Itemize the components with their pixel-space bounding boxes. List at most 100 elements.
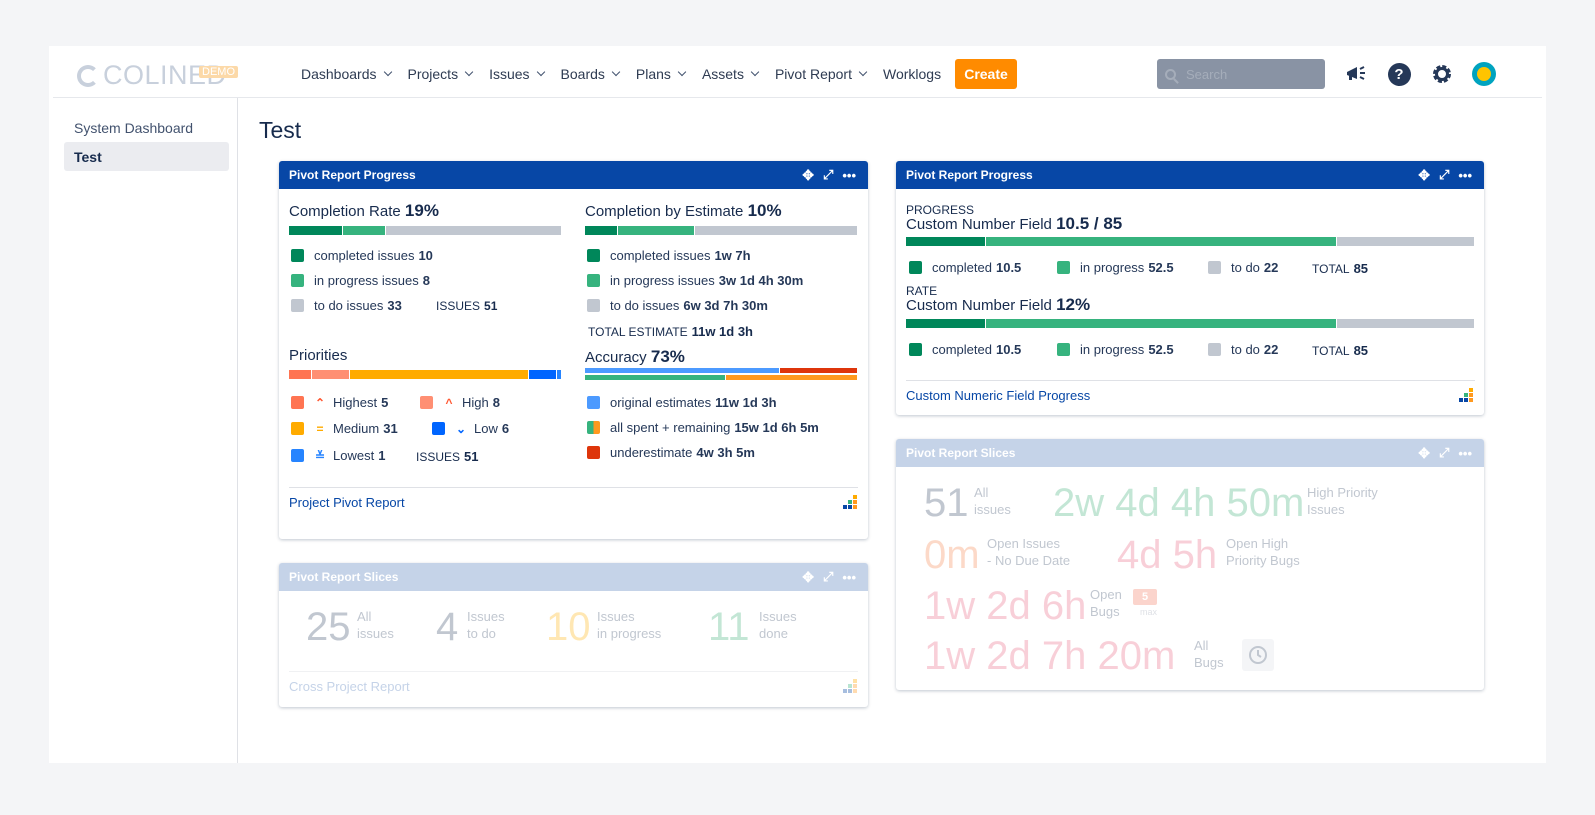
nav-label: Boards <box>560 66 605 82</box>
legend-in-progress: in progress issues 8 <box>291 273 430 288</box>
divider <box>906 380 1475 381</box>
priority-low: ⌄ Low 6 <box>432 421 509 436</box>
gadget-pivot-report-slices-left: Pivot Report Slices ✥ ⤢ ••• 25 All issues… <box>279 563 868 707</box>
nav-label: Plans <box>635 66 671 82</box>
expand-icon[interactable]: ⤢ <box>1438 167 1450 182</box>
chevron-down-icon <box>611 67 621 77</box>
slice-label: Open Bugs <box>1090 587 1122 619</box>
nav-projects[interactable]: Projects <box>407 66 474 82</box>
move-icon[interactable]: ✥ <box>1418 166 1430 183</box>
legend-completed: completed 10.5 <box>909 260 1021 275</box>
gear-icon <box>1433 65 1451 83</box>
expand-icon[interactable]: ⤢ <box>822 167 834 182</box>
report-chart-icon[interactable] <box>843 679 857 693</box>
priorities-total: ISSUES 51 <box>416 449 479 464</box>
expand-icon[interactable]: ⤢ <box>1438 445 1450 460</box>
slice-number: 0m <box>924 533 980 577</box>
rate-bar <box>906 319 1475 328</box>
progress-bar <box>906 237 1475 246</box>
move-icon[interactable]: ✥ <box>1418 444 1430 461</box>
search-input[interactable]: Search <box>1157 59 1325 89</box>
chevron-down-icon <box>383 67 392 77</box>
rate-title: Custom Number Field 12% <box>906 295 1091 314</box>
sidebar-item-test[interactable]: Test <box>64 142 229 171</box>
more-options-icon[interactable]: ••• <box>842 569 856 585</box>
slice-label: High Priority Issues <box>1307 485 1378 517</box>
priority-highest: ⌃ Highest 5 <box>291 395 388 410</box>
slice-number: 10 <box>546 605 591 649</box>
slice-number: 4 <box>436 605 459 649</box>
nav-worklogs[interactable]: Worklogs <box>883 66 941 82</box>
slice-number: 1w 2d 7h 20m <box>924 634 1176 678</box>
expand-icon[interactable]: ⤢ <box>822 569 834 584</box>
max-badge: 5 <box>1133 589 1157 605</box>
help-button[interactable]: ? <box>1386 61 1412 87</box>
gadget-title: Pivot Report Slices <box>906 446 1016 460</box>
move-icon[interactable]: ✥ <box>802 568 814 585</box>
legend-underestimate: underestimate 4w 3h 5m <box>587 445 755 460</box>
slice-number: 25 <box>306 605 351 649</box>
more-options-icon[interactable]: ••• <box>842 167 856 183</box>
move-icon[interactable]: ✥ <box>802 166 814 183</box>
priority-high: ^ High 8 <box>420 395 500 410</box>
report-chart-icon[interactable] <box>843 495 857 509</box>
total: TOTAL 85 <box>1312 343 1369 358</box>
settings-button[interactable] <box>1429 61 1455 87</box>
legend-original-estimates: original estimates 11w 1d 3h <box>587 395 777 410</box>
sidebar-item-system-dashboard[interactable]: System Dashboard <box>74 119 194 136</box>
sidebar: System Dashboard Test <box>53 98 238 763</box>
legend-est-in-progress: in progress issues 3w 1d 4h 30m <box>587 273 803 288</box>
legend-in-progress: in progress 52.5 <box>1057 260 1174 275</box>
nav-boards[interactable]: Boards <box>560 66 621 82</box>
priorities-title: Priorities <box>289 347 348 364</box>
clock-button[interactable] <box>1242 639 1274 671</box>
priority-lowest: ≚ Lowest 1 <box>291 448 385 463</box>
gadget-header: Pivot Report Slices ✥ ⤢ ••• <box>896 439 1484 467</box>
progress-title: Custom Number Field 10.5 / 85 <box>906 214 1123 233</box>
legend-completed: completed 10.5 <box>909 342 1021 357</box>
cross-project-report-link[interactable]: Cross Project Report <box>289 679 410 694</box>
lowest-priority-icon: ≚ <box>314 448 326 463</box>
gadget-title: Pivot Report Progress <box>906 168 1033 182</box>
notifications-button[interactable] <box>1343 61 1369 87</box>
legend-est-todo: to do issues 6w 3d 7h 30m <box>587 298 768 313</box>
nav-label: Pivot Report <box>774 66 852 82</box>
priority-medium: = Medium 31 <box>291 421 398 436</box>
demo-badge: DEMO <box>199 66 238 78</box>
divider <box>289 487 858 488</box>
slice-label: All issues <box>974 485 1011 517</box>
max-caption: max <box>1140 607 1158 617</box>
slice-number: 1w 2d 6h <box>924 584 1087 628</box>
todo-swatch <box>291 299 304 312</box>
divider <box>289 671 858 672</box>
slice-label: Open High Priority Bugs <box>1226 536 1300 568</box>
nav-label: Projects <box>407 66 459 82</box>
progress-caption: PROGRESS <box>906 203 975 217</box>
chevron-down-icon <box>750 67 760 77</box>
nav-issues[interactable]: Issues <box>489 66 545 82</box>
more-options-icon[interactable]: ••• <box>1458 167 1472 183</box>
nav-pivot-report[interactable]: Pivot Report <box>774 66 868 82</box>
priorities-bar <box>289 370 562 379</box>
completed-swatch <box>291 249 304 262</box>
create-button[interactable]: Create <box>955 59 1017 89</box>
report-chart-icon[interactable] <box>1459 388 1473 402</box>
more-options-icon[interactable]: ••• <box>1458 445 1472 461</box>
profile-button[interactable] <box>1471 61 1497 87</box>
slice-number: 51 <box>924 481 969 525</box>
issues-total: ISSUES 51 <box>436 299 498 313</box>
legend-todo: to do 22 <box>1208 342 1278 357</box>
custom-numeric-field-progress-link[interactable]: Custom Numeric Field Progress <box>906 388 1091 403</box>
nav-plans[interactable]: Plans <box>635 66 687 82</box>
low-priority-icon: ⌄ <box>455 421 467 436</box>
chevron-down-icon <box>677 67 687 77</box>
nav-label: Assets <box>701 66 744 82</box>
slice-label: Issues in progress <box>597 609 662 641</box>
nav-dashboards[interactable]: Dashboards <box>301 66 392 82</box>
legend-completed: completed issues 10 <box>291 248 433 263</box>
legend-in-progress: in progress 52.5 <box>1057 342 1174 357</box>
top-navigation-bar: COLINED DEMO Dashboards Projects Issues … <box>53 50 1542 98</box>
page-title: Test <box>259 117 302 143</box>
project-pivot-report-link[interactable]: Project Pivot Report <box>289 495 405 510</box>
nav-assets[interactable]: Assets <box>701 66 760 82</box>
